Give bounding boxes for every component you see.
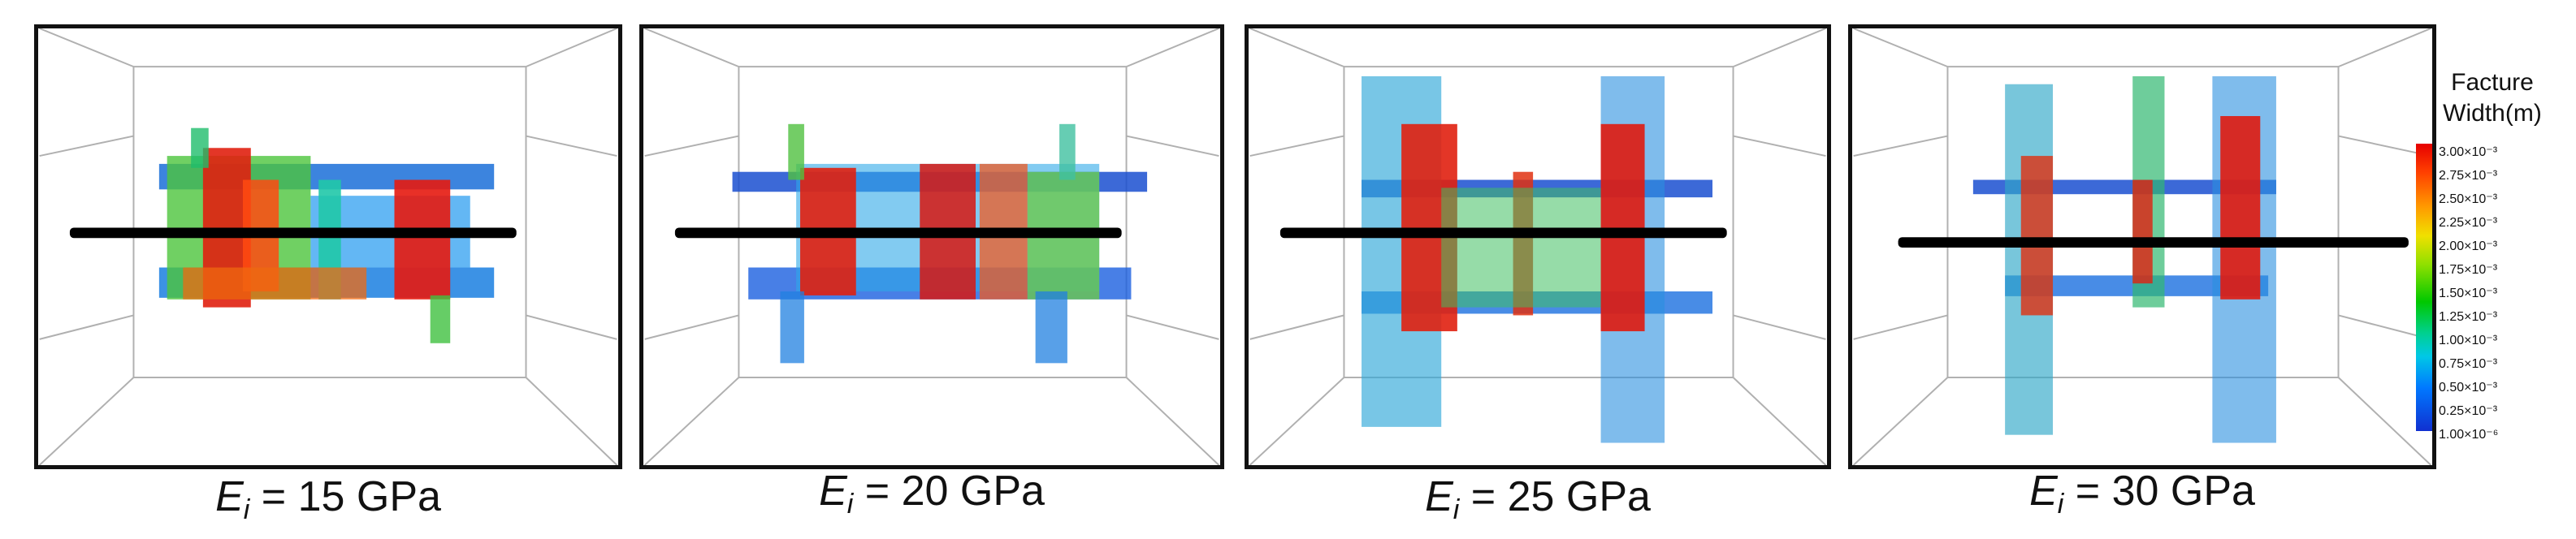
bounding-box-1: [38, 28, 618, 465]
fracture-render-4: [1852, 28, 2432, 465]
fracture-render-1: [38, 28, 618, 465]
legend-title-line2: Width(m): [2443, 100, 2542, 127]
caption-2-symbol: E: [819, 468, 847, 515]
legend-tick: 2.00×10⁻³: [2439, 239, 2498, 253]
legend-tick: 1.00×10⁻³: [2439, 334, 2498, 347]
caption-3: Ei = 25 GPa: [1245, 472, 1831, 526]
caption-3-value: = 25 GPa: [1470, 473, 1651, 520]
caption-1: Ei = 15 GPa: [34, 472, 622, 526]
simulation-panel-1: [34, 24, 622, 469]
bounding-box-3: [1249, 28, 1827, 465]
legend-tick: 1.50×10⁻³: [2439, 287, 2498, 300]
wellbore-2: [674, 227, 1122, 239]
caption-4-value: = 30 GPa: [2075, 468, 2255, 515]
caption-1-value: = 15 GPa: [261, 473, 441, 520]
color-legend: Facture Width(m) 3.00×10⁻³ 2.75×10⁻³ 2.5…: [2411, 69, 2576, 442]
legend-tick: 1.75×10⁻³: [2439, 263, 2498, 277]
fracture-network-4: [1972, 75, 2276, 443]
wellbore-1: [69, 227, 517, 239]
caption-1-subscript: i: [243, 494, 250, 525]
wellbore-3: [1279, 227, 1727, 239]
wellbore-4: [1898, 237, 2409, 248]
legend-tick: 0.75×10⁻³: [2439, 357, 2498, 371]
caption-2: Ei = 20 GPa: [639, 467, 1224, 520]
legend-tick: 2.75×10⁻³: [2439, 169, 2498, 183]
caption-2-subscript: i: [846, 489, 854, 520]
caption-4-symbol: E: [2029, 468, 2058, 515]
caption-2-value: = 20 GPa: [864, 468, 1045, 515]
fracture-render-2: [643, 28, 1220, 465]
caption-4-subscript: i: [2057, 489, 2064, 520]
bounding-box-2: [643, 28, 1220, 465]
caption-1-symbol: E: [215, 473, 244, 520]
legend-tick: 0.50×10⁻³: [2439, 381, 2498, 395]
simulation-panel-2: [639, 24, 1224, 469]
simulation-panel-3: [1245, 24, 1831, 469]
bounding-box-4: [1852, 28, 2432, 465]
legend-tick: 1.25×10⁻³: [2439, 310, 2498, 324]
legend-tick: 2.50×10⁻³: [2439, 192, 2498, 206]
fracture-network-2: [732, 123, 1148, 364]
fracture-render-3: [1249, 28, 1827, 465]
legend-tick: 1.00×10⁻⁶: [2439, 428, 2499, 442]
legend-title-line1: Facture: [2451, 69, 2534, 96]
legend-tick: 2.25×10⁻³: [2439, 216, 2498, 230]
legend-tick: 0.25×10⁻³: [2439, 404, 2498, 418]
color-scale-bar: [2416, 144, 2432, 431]
caption-4: Ei = 30 GPa: [1848, 467, 2436, 520]
legend-tick: 3.00×10⁻³: [2439, 145, 2498, 159]
simulation-panel-4: [1848, 24, 2436, 469]
fracture-network-3: [1362, 75, 1713, 443]
caption-3-symbol: E: [1425, 473, 1453, 520]
caption-3-subscript: i: [1453, 494, 1460, 525]
